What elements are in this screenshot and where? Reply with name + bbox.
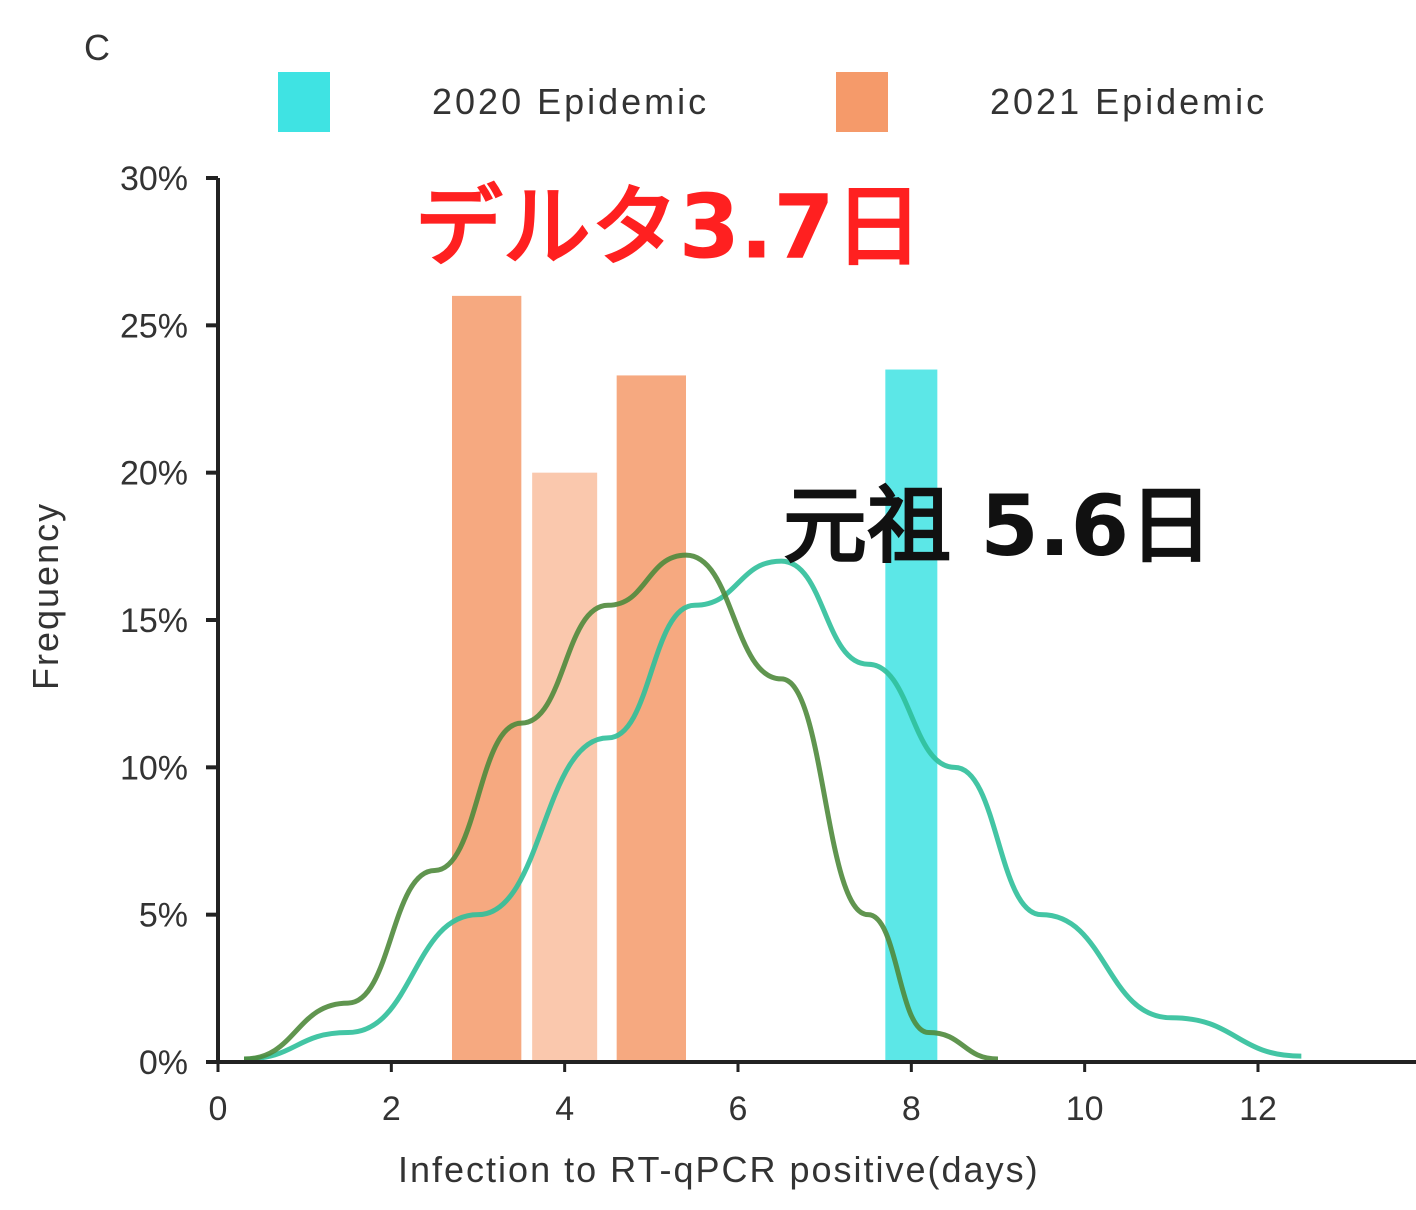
y-tick-label-4: 20% <box>120 455 188 493</box>
x-ticks: 0 2 4 6 8 10 12 <box>209 1062 1277 1128</box>
x-axis-title: Infection to RT-qPCR positive(days) <box>398 1149 1040 1190</box>
y-axis-title: Frequency <box>25 502 66 690</box>
axes <box>216 178 1416 1064</box>
x-tick-label-1: 2 <box>382 1090 401 1128</box>
legend-swatch-2020 <box>278 72 330 132</box>
x-tick-label-6: 12 <box>1239 1090 1277 1128</box>
y-tick-label-3: 15% <box>120 602 188 640</box>
bars-group <box>452 295 938 1063</box>
legend: 2020 Epidemic 2021 Epidemic <box>278 72 1267 132</box>
annotation-0: デルタ3.7日 <box>415 176 923 279</box>
y-tick-label-6: 30% <box>120 160 188 198</box>
x-tick-label-3: 6 <box>729 1090 748 1128</box>
legend-label-2020: 2020 Epidemic <box>432 81 709 122</box>
bar-2021-1 <box>532 472 598 1063</box>
bar-2021-0 <box>452 295 522 1062</box>
x-tick-label-4: 8 <box>902 1090 921 1128</box>
y-tick-label-2: 10% <box>120 749 188 787</box>
legend-swatch-2021 <box>836 72 888 132</box>
x-tick-label-0: 0 <box>209 1090 228 1128</box>
y-tick-label-1: 5% <box>139 897 188 935</box>
y-ticks: 0% 5% 10% 15% 20% 25% 30% <box>120 160 218 1082</box>
fit-curve-2020 <box>243 558 1302 1062</box>
x-tick-label-2: 4 <box>555 1090 574 1128</box>
fit-curve-2021 <box>243 552 999 1062</box>
panel-label: C <box>84 27 110 68</box>
y-tick-label-5: 25% <box>120 307 188 345</box>
curves-group <box>243 552 1302 1062</box>
x-tick-label-5: 10 <box>1066 1090 1104 1128</box>
annotation-1: 元祖 5.6日 <box>783 477 1213 575</box>
y-tick-label-0: 0% <box>139 1044 188 1082</box>
legend-label-2021: 2021 Epidemic <box>990 81 1267 122</box>
bar-2021-2 <box>616 375 686 1063</box>
